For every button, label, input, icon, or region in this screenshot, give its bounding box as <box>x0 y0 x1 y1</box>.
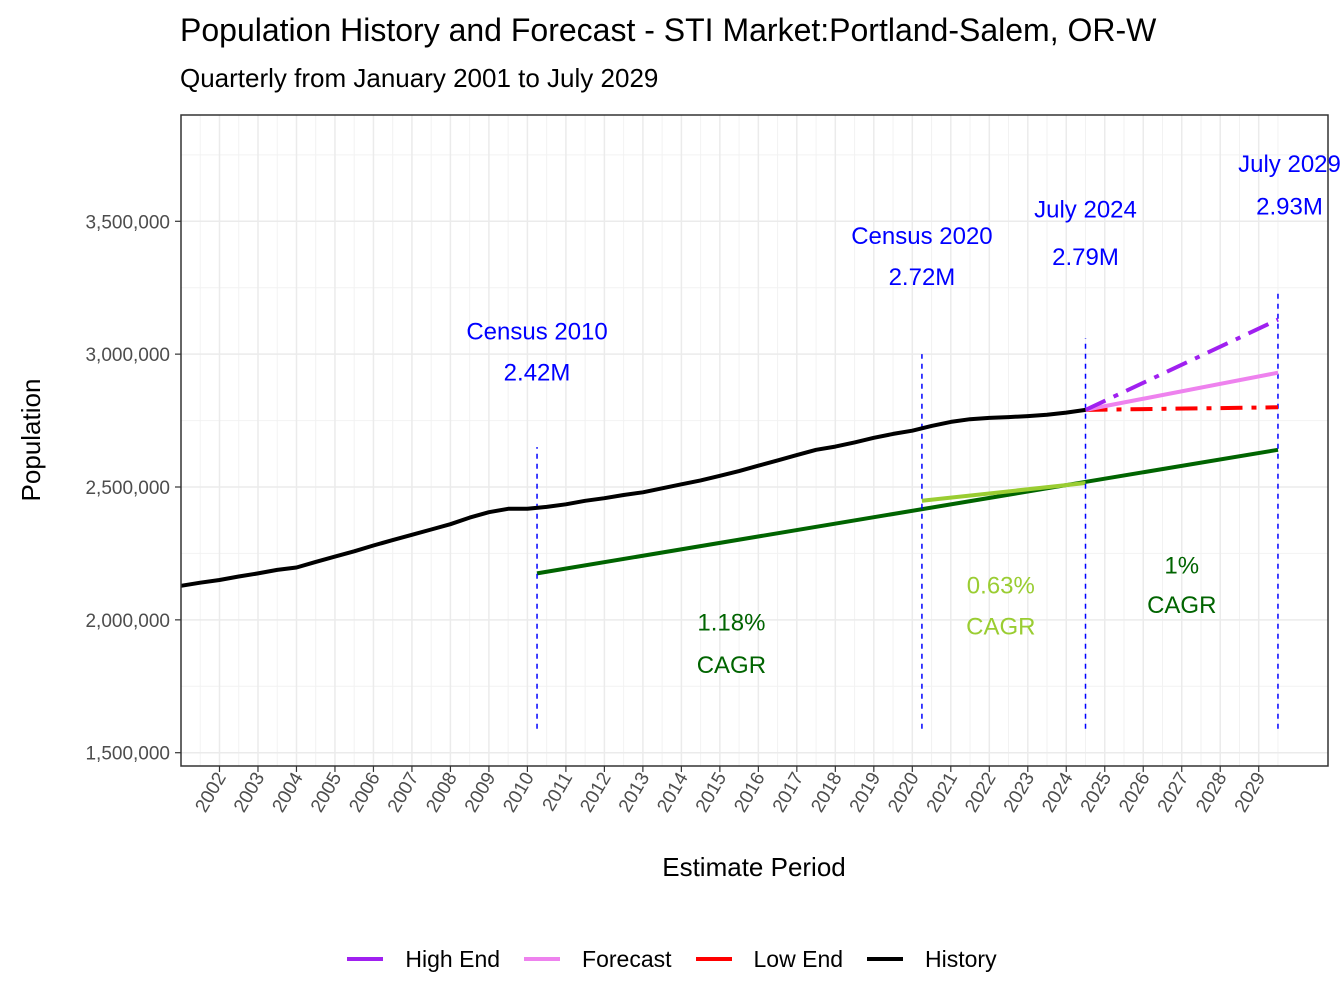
legend-item: Low End <box>695 945 844 973</box>
x-tick-label: 2020 <box>884 769 923 816</box>
x-tick-label: 2014 <box>653 769 693 816</box>
legend-key <box>867 957 904 961</box>
series-line-low-end <box>1085 405 1279 412</box>
x-tick-label: 2021 <box>923 769 962 816</box>
annotation-july2029-line1: July 2029 <box>1238 151 1341 178</box>
legend-item: High End <box>347 946 500 973</box>
annotation-july2029-line2: 2.93M <box>1256 194 1323 221</box>
x-tick-label: 2011 <box>539 769 578 815</box>
x-tick-label: 2002 <box>191 769 230 816</box>
y-tick-label: 1,500,000 <box>85 744 170 765</box>
reference-lines <box>536 293 1279 729</box>
y-tick-label: 2,000,000 <box>85 611 170 632</box>
annotation-census2010-line1: Census 2010 <box>466 319 607 346</box>
chart-title: Population History and Forecast - STI Ma… <box>180 12 1157 48</box>
y-tick-label: 3,500,000 <box>85 212 170 233</box>
legend-label: History <box>925 945 997 972</box>
y-axis-title: Population <box>16 379 46 502</box>
x-tick-label: 2018 <box>807 769 846 816</box>
annotation-cagr1-line1: 1.18% <box>697 610 765 637</box>
annotation-cagr2-line1: 0.63% <box>967 572 1035 599</box>
x-tick-label: 2005 <box>307 769 346 816</box>
plot-background <box>181 115 1328 766</box>
legend-key <box>347 957 384 961</box>
x-tick-label: 2012 <box>576 769 615 816</box>
x-tick-label: 2013 <box>615 769 654 816</box>
x-tick-label: 2015 <box>692 769 731 816</box>
chart-subtitle: Quarterly from January 2001 to July 2029 <box>180 63 659 93</box>
legend: High End Forecast Low End History <box>0 940 1344 973</box>
x-tick-label: 2016 <box>730 769 769 816</box>
annotations: Census 2010 2.42M Census 2020 2.72M July 202… <box>466 151 1341 679</box>
x-axis-title: Estimate Period <box>662 852 846 882</box>
x-tick-label: 2010 <box>499 769 538 816</box>
annotation-cagr1-line2: CAGR <box>697 652 766 679</box>
legend-label: Forecast <box>582 945 672 972</box>
x-tick-label: 2017 <box>769 769 808 816</box>
x-tick-label: 2026 <box>1115 769 1154 816</box>
x-tick-label: 2004 <box>268 769 308 816</box>
x-tick-label: 2003 <box>230 769 269 816</box>
x-tick-label: 2009 <box>461 769 500 816</box>
x-tick-label: 2027 <box>1154 769 1193 816</box>
legend-key <box>695 957 732 961</box>
legend-item: History <box>867 946 997 973</box>
x-tick-label: 2025 <box>1077 769 1116 816</box>
legend-label: High End <box>405 945 501 972</box>
plot-border <box>180 114 1329 767</box>
annotation-census2010-line2: 2.42M <box>504 360 571 387</box>
grid <box>181 115 1328 766</box>
series-lines <box>180 317 1279 588</box>
annotation-census2020-line1: Census 2020 <box>851 223 992 250</box>
cagr-line <box>921 481 1086 503</box>
x-tick-label: 2028 <box>1192 769 1231 816</box>
x-tick-label: 2007 <box>384 769 423 816</box>
x-tick-label: 2024 <box>1038 769 1078 816</box>
annotation-cagr3-line2: CAGR <box>1147 592 1216 619</box>
annotation-cagr3-line1: 1% <box>1164 552 1199 579</box>
x-tick-label: 2023 <box>1000 769 1039 816</box>
x-tick-label: 2008 <box>422 769 461 816</box>
x-tick-label: 2006 <box>345 769 384 816</box>
annotation-cagr2-line2: CAGR <box>966 614 1035 641</box>
legend-item: Forecast <box>524 945 672 973</box>
legend-key <box>524 957 561 961</box>
x-tick-label: 2029 <box>1231 769 1270 816</box>
x-tick-label: 2022 <box>961 769 1000 816</box>
series-line-history <box>180 407 1086 588</box>
annotation-july2024-line1: July 2024 <box>1034 196 1137 223</box>
legend-label: Low End <box>753 945 844 972</box>
y-tick-label: 2,500,000 <box>85 478 170 499</box>
y-tick-label: 3,000,000 <box>85 345 170 366</box>
cagr-lines <box>536 447 1279 576</box>
annotation-july2024-line2: 2.79M <box>1052 244 1119 271</box>
annotation-census2020-line2: 2.72M <box>889 264 956 291</box>
x-tick-label: 2019 <box>846 769 885 816</box>
cagr-line <box>536 447 1279 576</box>
series-line-forecast <box>1085 370 1279 412</box>
series-line-high-end <box>1084 317 1279 412</box>
